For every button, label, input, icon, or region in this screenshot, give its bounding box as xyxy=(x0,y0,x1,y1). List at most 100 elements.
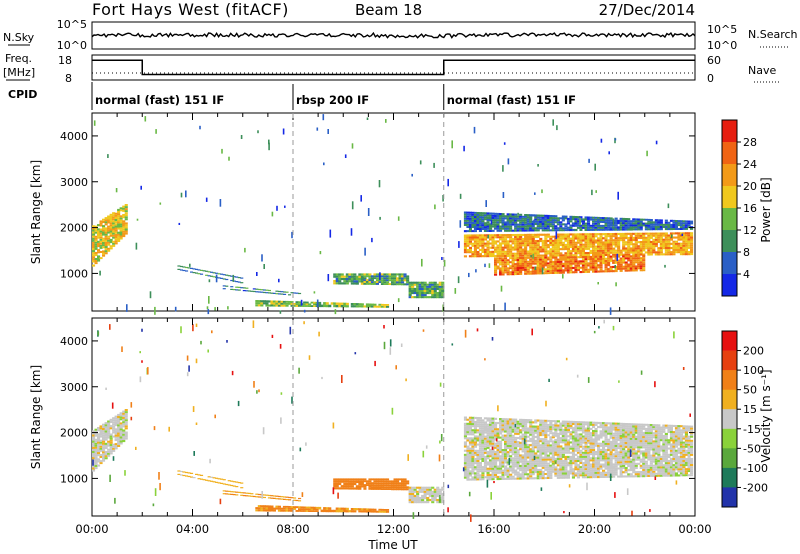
scatter-cell xyxy=(667,223,671,226)
scatter-cell xyxy=(632,222,636,225)
scatter-cell xyxy=(592,459,596,462)
scatter-cell xyxy=(499,461,503,464)
scatter-cell xyxy=(627,257,631,260)
scatter-cell xyxy=(587,252,591,255)
scatter-cell xyxy=(632,239,636,242)
scatter-cell xyxy=(232,481,236,483)
scatter-cell xyxy=(499,463,503,466)
scatter-cell xyxy=(109,418,113,421)
scatter-cell xyxy=(612,436,616,439)
scatter-cell xyxy=(423,294,427,297)
scatter-cell xyxy=(579,474,583,477)
scatter-cell xyxy=(481,224,485,227)
scatter-cell xyxy=(639,241,643,244)
scatter-cell xyxy=(546,454,550,457)
scatter-cell xyxy=(549,446,553,449)
scatter-cell xyxy=(539,266,543,269)
scatter-cell xyxy=(463,472,467,475)
scatter-cell xyxy=(549,225,553,228)
scatter-cell xyxy=(270,507,274,510)
scatter-cell xyxy=(584,435,588,438)
scatter-cell xyxy=(574,468,578,471)
scatter-cell xyxy=(604,261,608,264)
scatter-cell xyxy=(345,302,349,306)
scatter-cell xyxy=(551,267,555,270)
scatter-cell xyxy=(657,228,661,231)
scatter-cell xyxy=(524,469,528,472)
scatter-cell xyxy=(473,421,477,424)
scatter-cell xyxy=(534,244,538,247)
scatter-cell xyxy=(574,423,578,426)
scatter-cell xyxy=(499,263,503,266)
scatter-cell xyxy=(463,213,467,216)
scatter-cell xyxy=(519,448,523,451)
scatter-cell xyxy=(343,480,347,483)
scatter-cell xyxy=(556,460,560,463)
scatter-cell xyxy=(418,292,422,295)
scatter-cell xyxy=(506,242,510,245)
scatter-cell xyxy=(607,223,611,225)
scatter-cell xyxy=(607,473,611,476)
scatter-cell xyxy=(476,464,480,467)
speckle-cell xyxy=(655,140,658,145)
scatter-cell xyxy=(559,428,563,431)
scatter-cell xyxy=(483,255,487,258)
scatter-cell xyxy=(441,296,445,299)
scatter-cell xyxy=(499,221,503,224)
scatter-cell xyxy=(642,265,646,268)
scatter-cell xyxy=(478,214,482,217)
scatter-cell xyxy=(581,237,585,240)
scatter-cell xyxy=(629,249,633,252)
scatter-cell xyxy=(592,235,596,238)
scatter-cell xyxy=(481,474,485,477)
scatter-cell xyxy=(659,240,663,243)
scatter-cell xyxy=(629,234,633,237)
scatter-cell xyxy=(509,449,513,452)
scatter-cell xyxy=(340,275,344,278)
scatter-cell xyxy=(587,472,591,475)
scatter-cell xyxy=(494,234,498,237)
scatter-cell xyxy=(589,239,593,242)
scatter-cell xyxy=(534,466,538,469)
scatter-cell xyxy=(684,238,688,241)
scatter-cell xyxy=(587,421,591,424)
scatter-cell xyxy=(627,239,631,242)
scatter-cell xyxy=(559,241,563,244)
scatter-cell xyxy=(524,464,528,467)
scatter-cell xyxy=(526,431,530,434)
scatter-cell xyxy=(509,273,513,276)
scatter-cell xyxy=(519,219,523,222)
scatter-cell xyxy=(386,484,390,487)
scatter-cell xyxy=(574,216,578,219)
scatter-cell xyxy=(607,217,611,220)
scatter-cell xyxy=(612,432,616,435)
scatter-cell xyxy=(647,245,651,248)
scatter-cell xyxy=(124,409,128,411)
scatter-cell xyxy=(574,431,578,434)
scatter-cell xyxy=(383,283,387,285)
scatter-cell xyxy=(471,255,475,258)
scatter-cell xyxy=(672,219,676,222)
scatter-cell xyxy=(483,244,487,247)
scatter-cell xyxy=(566,252,570,255)
scatter-cell xyxy=(534,246,538,249)
scatter-cell xyxy=(576,460,580,462)
scatter-cell xyxy=(602,463,606,466)
nsky-tick-top: 10^5 xyxy=(57,18,87,31)
scatter-cell xyxy=(343,302,347,305)
scatter-cell xyxy=(627,237,631,240)
scatter-cell xyxy=(516,459,520,462)
scatter-cell xyxy=(511,445,515,447)
scatter-cell xyxy=(529,264,533,267)
scatter-cell xyxy=(519,254,523,257)
scatter-cell xyxy=(529,233,533,236)
scatter-cell xyxy=(471,431,475,434)
scatter-cell xyxy=(576,260,580,263)
scatter-cell xyxy=(295,303,299,305)
scatter-cell xyxy=(594,249,598,252)
scatter-cell xyxy=(501,469,505,472)
scatter-cell xyxy=(634,220,638,223)
scatter-cell xyxy=(587,435,591,438)
scatter-cell xyxy=(654,238,658,241)
scatter-cell xyxy=(551,246,555,249)
